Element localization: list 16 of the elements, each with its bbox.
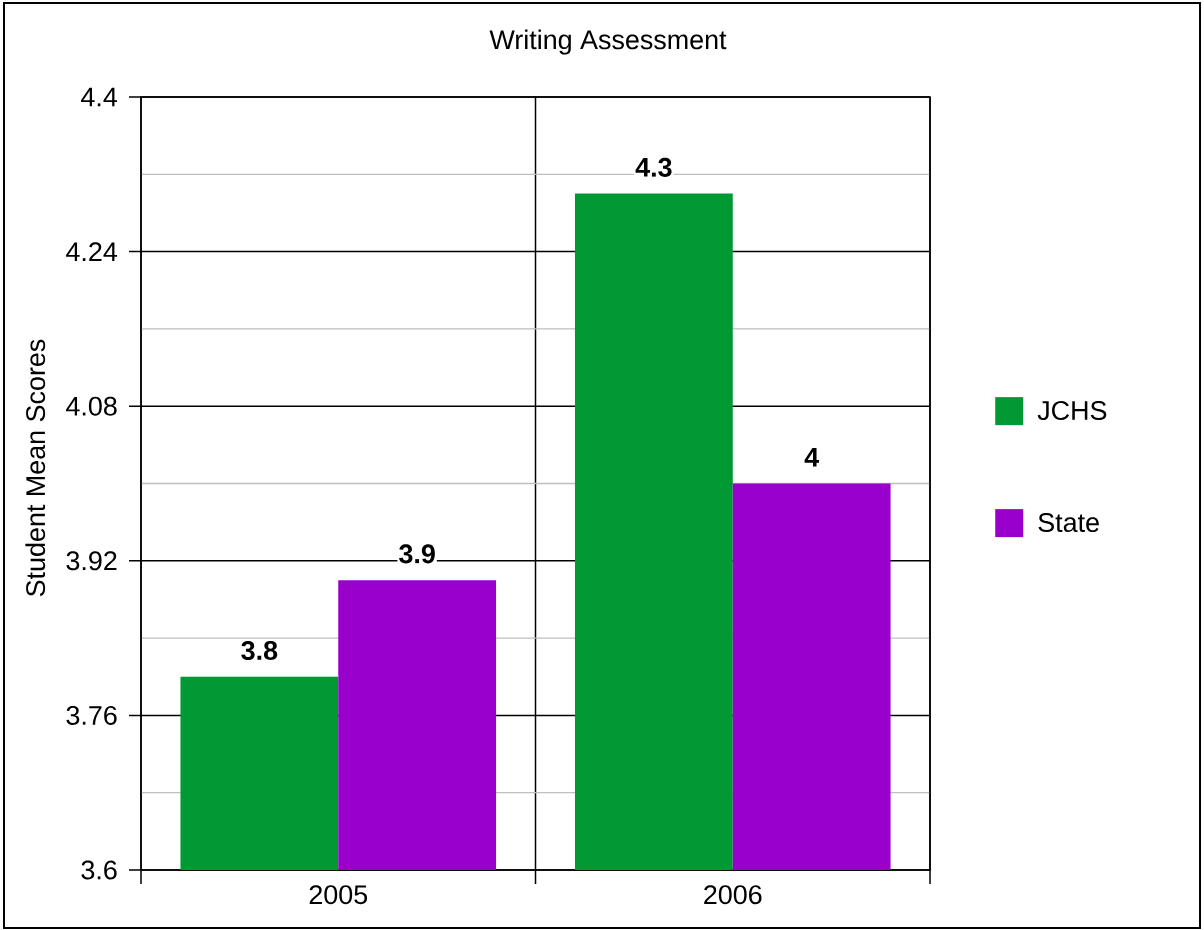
y-tick-label: 4.24 [66,242,118,261]
y-tick-label: 3.6 [81,860,117,880]
data-label: 4.3 [635,157,672,177]
chart-title: Writing Assessment [489,29,727,55]
y-tick-label: 3.92 [66,551,117,571]
data-label: 3.8 [241,640,278,661]
y-tick-label: 3.76 [66,705,117,725]
data-label: 4 [804,447,819,467]
legend-label: State [1038,512,1099,533]
legend-label: JCHS [1037,400,1107,421]
y-tick-label: 4.08 [66,396,117,416]
y-tick-label: 4.4 [81,87,118,107]
x-tick-label: 2006 [704,885,762,905]
x-tick-label: 2005 [309,885,368,905]
data-label: 3.9 [399,544,435,564]
y-axis-title: Student Mean Scores [25,339,46,597]
